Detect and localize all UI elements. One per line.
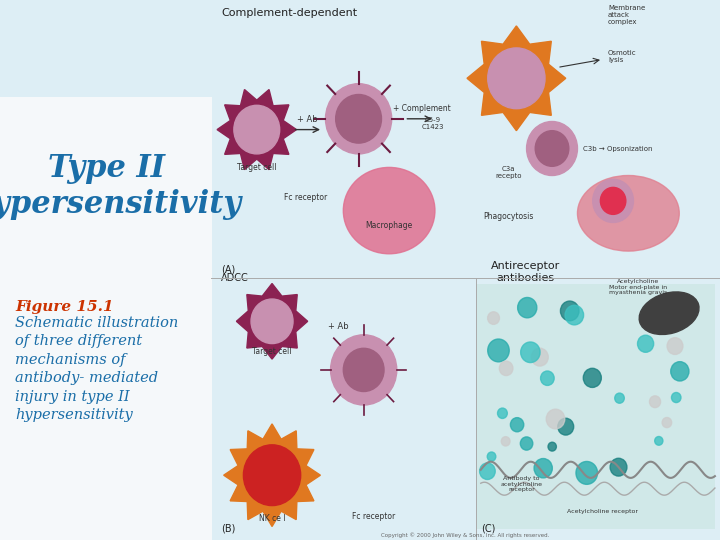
Circle shape [576, 462, 598, 484]
Text: Osmotic
lysis: Osmotic lysis [608, 50, 636, 63]
Text: Motor end-plate in
myasthenia gravis: Motor end-plate in myasthenia gravis [609, 285, 667, 295]
Text: Type II
hypersensitivity: Type II hypersensitivity [0, 153, 242, 220]
Text: ADCC: ADCC [221, 273, 249, 283]
Text: Copyright © 2000 John Wiley & Sons, Inc. All rights reserved.: Copyright © 2000 John Wiley & Sons, Inc.… [382, 532, 549, 538]
Circle shape [487, 339, 509, 362]
Circle shape [649, 396, 660, 408]
Ellipse shape [639, 292, 699, 334]
Text: Fc receptor: Fc receptor [352, 512, 395, 522]
Circle shape [480, 463, 495, 480]
Circle shape [251, 299, 293, 343]
Text: Acetylcholine receptor: Acetylcholine receptor [567, 509, 639, 514]
Circle shape [672, 393, 681, 403]
Text: C1423: C1423 [421, 124, 444, 130]
Text: + Ab: + Ab [297, 114, 318, 124]
Text: Target cell: Target cell [252, 347, 292, 356]
Circle shape [558, 418, 574, 435]
Circle shape [234, 105, 279, 154]
Text: Complement-dependent: Complement-dependent [221, 8, 357, 18]
Circle shape [487, 452, 496, 461]
Circle shape [546, 409, 564, 429]
Circle shape [498, 408, 508, 418]
Circle shape [600, 187, 626, 214]
Text: + Ab: + Ab [328, 322, 348, 332]
FancyBboxPatch shape [0, 97, 212, 540]
FancyBboxPatch shape [476, 284, 715, 529]
Circle shape [336, 94, 382, 143]
Circle shape [535, 131, 569, 166]
Text: Acetylcholine: Acetylcholine [618, 280, 660, 285]
Polygon shape [217, 90, 297, 170]
Circle shape [500, 361, 513, 375]
Circle shape [510, 417, 523, 432]
Circle shape [487, 312, 500, 325]
Text: Antibody to
acetylcholine
receptor: Antibody to acetylcholine receptor [500, 476, 542, 492]
Circle shape [518, 298, 537, 318]
Circle shape [662, 417, 672, 428]
Circle shape [610, 458, 627, 476]
Circle shape [560, 301, 579, 321]
Circle shape [531, 348, 548, 366]
Text: C3a
recepto: C3a recepto [495, 166, 522, 179]
Circle shape [667, 338, 683, 354]
Text: Antireceptor
antibodies: Antireceptor antibodies [491, 261, 560, 283]
Circle shape [593, 179, 634, 222]
Circle shape [526, 122, 577, 176]
Polygon shape [224, 424, 320, 526]
Text: (B): (B) [221, 524, 235, 534]
Circle shape [325, 84, 392, 154]
Circle shape [343, 348, 384, 392]
Ellipse shape [343, 167, 435, 254]
Circle shape [548, 442, 557, 451]
Text: Fc receptor: Fc receptor [284, 193, 327, 202]
Circle shape [654, 436, 663, 445]
Polygon shape [236, 284, 307, 359]
Circle shape [565, 305, 584, 325]
Text: Membrane
attack
complex: Membrane attack complex [608, 5, 645, 25]
Text: C3b → Opsonization: C3b → Opsonization [582, 145, 652, 152]
Text: Schematic illustration
of three different
mechanisms of
antibody- mediated
injur: Schematic illustration of three differen… [15, 316, 178, 422]
Circle shape [541, 371, 554, 386]
Circle shape [534, 458, 552, 478]
Text: Target cell: Target cell [237, 163, 276, 172]
Text: Figure 15.1: Figure 15.1 [15, 300, 113, 314]
Circle shape [243, 445, 301, 505]
Circle shape [521, 437, 533, 450]
Polygon shape [467, 26, 566, 131]
Text: Phagocytosis: Phagocytosis [484, 212, 534, 221]
Text: Macrophage: Macrophage [366, 221, 413, 230]
Circle shape [583, 368, 601, 387]
Text: C5-9: C5-9 [424, 117, 441, 123]
Text: + Complement: + Complement [393, 104, 451, 113]
Circle shape [637, 335, 654, 352]
Circle shape [671, 362, 689, 381]
Text: (A): (A) [221, 265, 235, 275]
Circle shape [521, 342, 540, 362]
Text: (C): (C) [481, 524, 495, 534]
Circle shape [501, 437, 510, 446]
Circle shape [487, 48, 545, 109]
Ellipse shape [577, 176, 679, 251]
Circle shape [330, 335, 397, 405]
Circle shape [615, 393, 624, 403]
Text: NK ce l: NK ce l [258, 514, 285, 523]
Polygon shape [0, 0, 191, 83]
